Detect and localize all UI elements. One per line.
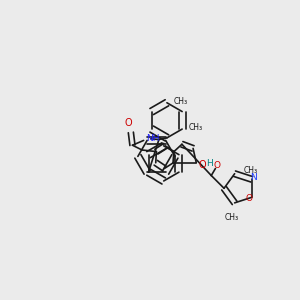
- Text: CH₃: CH₃: [188, 123, 203, 132]
- Text: O: O: [198, 160, 206, 170]
- Text: N: N: [250, 173, 257, 182]
- Text: O: O: [246, 194, 253, 203]
- Text: CH₃: CH₃: [173, 97, 188, 106]
- Text: CH₃: CH₃: [244, 166, 258, 175]
- Text: CH₃: CH₃: [224, 213, 239, 222]
- Text: O: O: [214, 161, 220, 170]
- Text: H: H: [206, 159, 213, 168]
- Text: O: O: [124, 118, 132, 128]
- Text: NH: NH: [146, 134, 160, 143]
